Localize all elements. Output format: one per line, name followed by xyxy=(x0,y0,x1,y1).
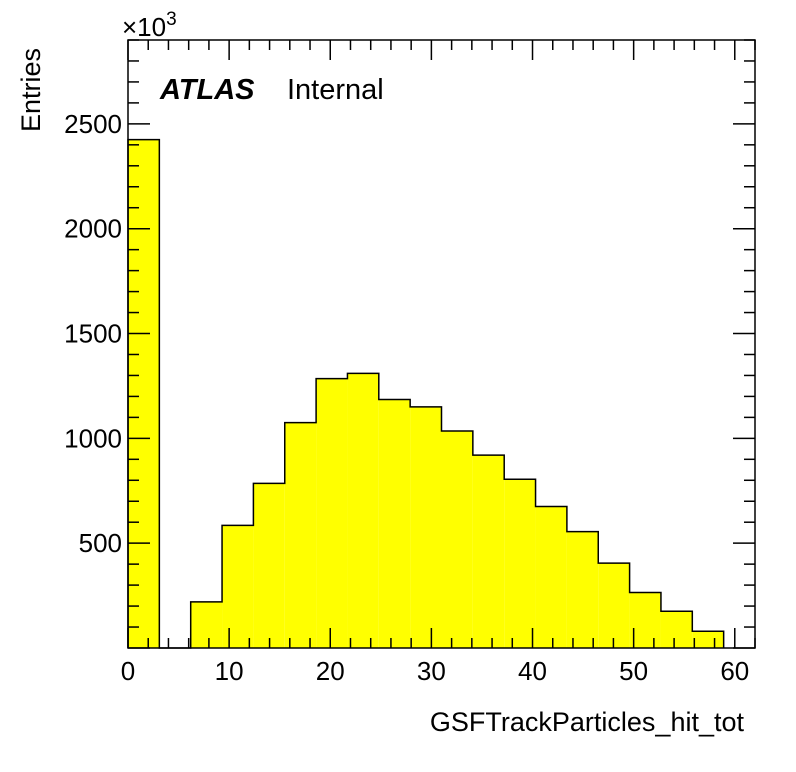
x-tick-label: 0 xyxy=(121,656,135,686)
histogram-bar xyxy=(410,406,442,648)
y-axis-title: Entries xyxy=(16,48,46,132)
x-tick-label: 60 xyxy=(720,656,749,686)
y-tick-label: 500 xyxy=(79,528,122,558)
y-tick-label: 1500 xyxy=(64,319,122,349)
histogram-bar xyxy=(222,525,254,648)
histogram-bar xyxy=(378,399,411,648)
x-tick-label: 50 xyxy=(619,656,648,686)
y-tick-label: 1000 xyxy=(64,423,122,453)
y-multiplier-base: ×10 xyxy=(122,12,166,42)
histogram-bar xyxy=(472,455,505,648)
x-tick-label: 10 xyxy=(215,656,244,686)
histogram-bar xyxy=(347,373,379,648)
y-tick-label: 2000 xyxy=(64,214,122,244)
histogram-bar xyxy=(128,139,160,648)
x-tick-label: 20 xyxy=(316,656,345,686)
x-axis-title: GSFTrackParticles_hit_tot xyxy=(430,707,745,737)
histogram-outline xyxy=(127,138,725,649)
histogram-bar xyxy=(253,483,285,648)
histogram-bar xyxy=(598,563,630,648)
histogram-bar xyxy=(441,431,473,648)
histogram-bar xyxy=(566,531,599,648)
histogram-bars xyxy=(127,138,725,649)
histogram-bar xyxy=(692,631,724,648)
histogram-bar xyxy=(504,479,536,648)
histogram-bar xyxy=(284,422,317,648)
y-multiplier-exponent: 3 xyxy=(166,9,177,30)
x-tick-label: 30 xyxy=(417,656,446,686)
atlas-label: ATLAS xyxy=(159,74,255,106)
tick-labels: 0 10 20 30 40 50 60 500 1000 1500 2000 2500 xyxy=(64,109,749,686)
x-tick-label: 40 xyxy=(518,656,547,686)
histogram-bar xyxy=(316,378,348,648)
histogram-bar xyxy=(535,506,567,648)
axis-ticks xyxy=(127,39,756,649)
plot-frame xyxy=(127,39,756,649)
histogram-bar xyxy=(629,592,661,648)
histogram-bar xyxy=(660,611,693,648)
y-multiplier: ×103 xyxy=(122,9,177,42)
y-tick-label: 2500 xyxy=(64,109,122,139)
internal-label: Internal xyxy=(287,74,384,106)
histogram-bar xyxy=(190,601,223,648)
